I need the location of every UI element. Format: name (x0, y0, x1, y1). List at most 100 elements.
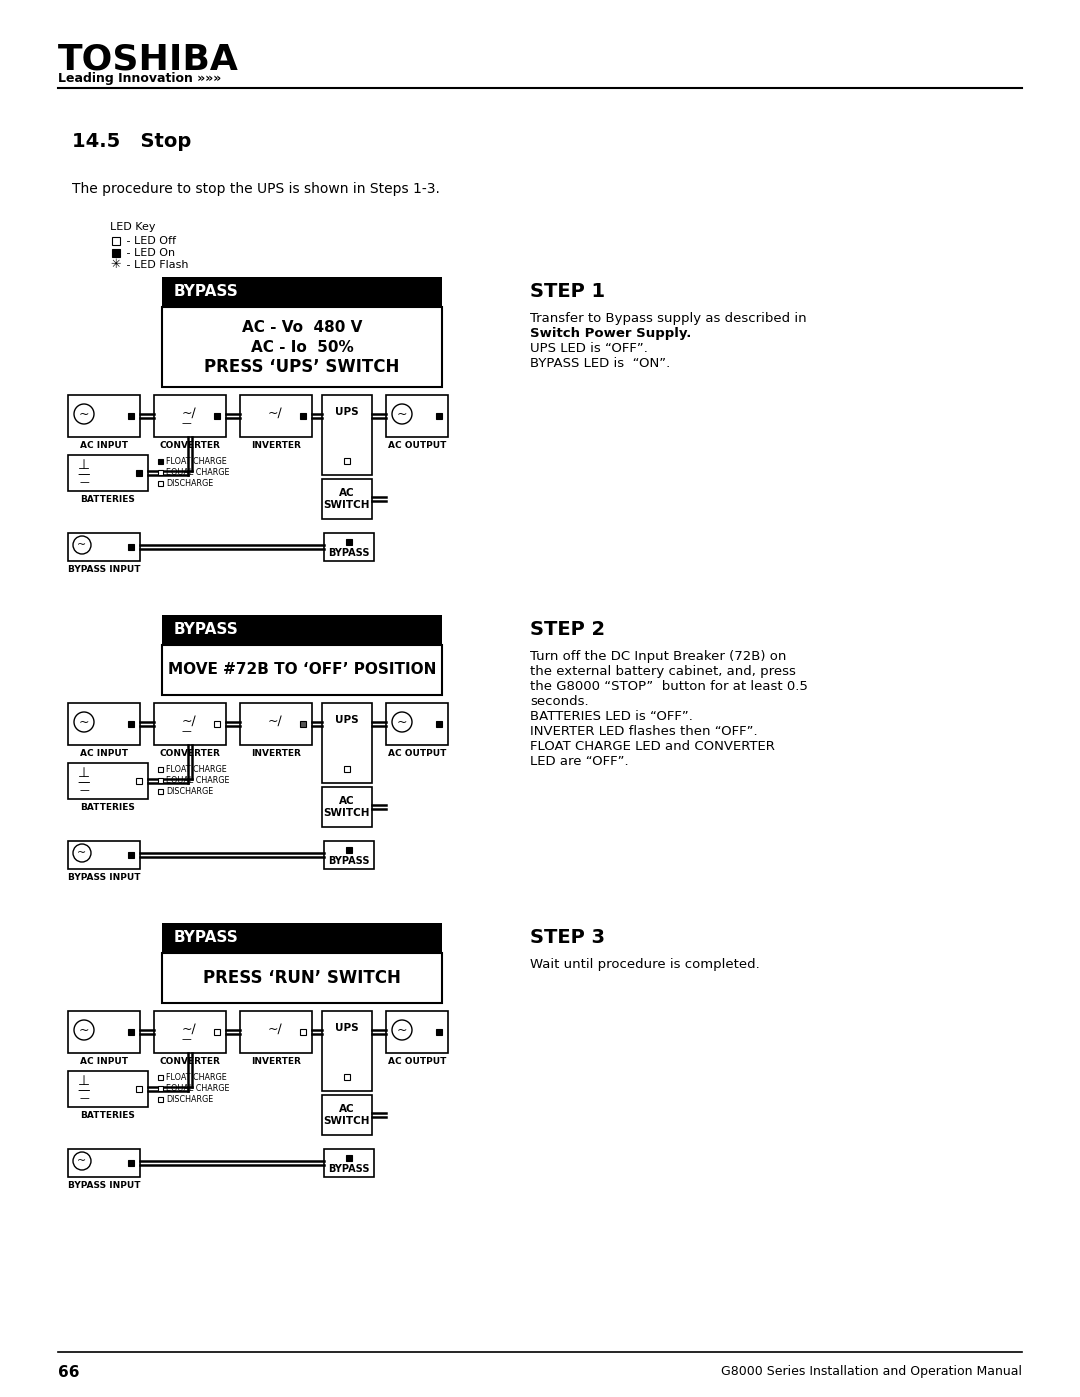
Bar (68, 534, 140, 562)
Text: BATTERIES: BATTERIES (81, 803, 135, 812)
Text: AC OUTPUT: AC OUTPUT (388, 1058, 446, 1066)
Text: ~: ~ (396, 1024, 407, 1037)
Text: ~∕: ~∕ (183, 1023, 197, 1035)
Text: LED Key: LED Key (110, 222, 156, 232)
Bar (158, 1097, 162, 1101)
Text: INVERTER LED flashes then “OFF”.: INVERTER LED flashes then “OFF”. (530, 725, 758, 738)
Bar (158, 767, 162, 771)
Text: BYPASS: BYPASS (174, 623, 239, 637)
Text: ~: ~ (396, 408, 407, 420)
Text: BYPASS LED is  “ON”.: BYPASS LED is “ON”. (530, 358, 671, 370)
Bar (162, 277, 442, 307)
Bar (129, 414, 134, 419)
Bar (240, 395, 312, 437)
Text: FLOAT CHARGE LED and CONVERTER: FLOAT CHARGE LED and CONVERTER (530, 740, 774, 753)
Bar (436, 414, 442, 419)
Text: PRESS ‘UPS’ SWITCH: PRESS ‘UPS’ SWITCH (204, 358, 400, 376)
Text: BYPASS: BYPASS (174, 930, 239, 946)
Text: ~∕: ~∕ (268, 1023, 283, 1035)
Text: ~: ~ (79, 1024, 90, 1037)
Text: 14.5   Stop: 14.5 Stop (72, 131, 191, 151)
Text: UPS LED is “OFF”.: UPS LED is “OFF”. (530, 342, 648, 355)
Bar (154, 395, 226, 437)
Bar (112, 249, 120, 257)
Bar (346, 847, 352, 854)
Text: UPS: UPS (335, 407, 359, 416)
Text: CONVERTER: CONVERTER (160, 1058, 220, 1066)
Text: UPS: UPS (335, 715, 359, 725)
Bar (324, 1148, 374, 1178)
Bar (162, 953, 442, 1003)
Text: EQUAL CHARGE: EQUAL CHARGE (166, 468, 229, 476)
Text: AC INPUT: AC INPUT (80, 441, 129, 450)
Text: BYPASS INPUT: BYPASS INPUT (68, 564, 140, 574)
Text: ~∕: ~∕ (268, 714, 283, 728)
Text: PRESS ‘RUN’ SWITCH: PRESS ‘RUN’ SWITCH (203, 970, 401, 988)
Bar (129, 1030, 134, 1035)
Text: EQUAL CHARGE: EQUAL CHARGE (166, 775, 229, 785)
Text: INVERTER: INVERTER (251, 749, 301, 759)
Text: —: — (78, 468, 91, 482)
Text: —: — (183, 1034, 192, 1044)
Bar (68, 1011, 140, 1053)
Text: LED are “OFF”.: LED are “OFF”. (530, 754, 629, 768)
Bar (240, 703, 312, 745)
Bar (436, 1030, 442, 1035)
Bar (158, 469, 162, 475)
Text: —: — (78, 777, 91, 789)
Bar (136, 1085, 141, 1092)
Bar (162, 615, 442, 645)
Text: —: — (183, 418, 192, 427)
Text: CONVERTER: CONVERTER (160, 749, 220, 759)
Bar (158, 778, 162, 782)
Bar (214, 1030, 220, 1035)
Text: AC: AC (339, 796, 355, 806)
Bar (386, 395, 448, 437)
Text: The procedure to stop the UPS is shown in Steps 1-3.: The procedure to stop the UPS is shown i… (72, 182, 440, 196)
Text: DISCHARGE: DISCHARGE (166, 1094, 213, 1104)
Text: seconds.: seconds. (530, 694, 589, 708)
Text: ~∕: ~∕ (183, 714, 197, 728)
Text: INVERTER: INVERTER (251, 441, 301, 450)
Text: ~: ~ (396, 715, 407, 728)
Text: SWITCH: SWITCH (324, 1116, 370, 1126)
Text: FLOAT CHARGE: FLOAT CHARGE (166, 1073, 227, 1081)
Bar (322, 395, 372, 475)
Text: SWITCH: SWITCH (324, 807, 370, 819)
Bar (112, 237, 120, 244)
Bar (300, 414, 306, 419)
Text: - LED Flash: - LED Flash (123, 260, 189, 270)
Bar (158, 458, 162, 464)
Bar (436, 721, 442, 726)
Bar (68, 455, 148, 490)
Text: Wait until procedure is completed.: Wait until procedure is completed. (530, 958, 759, 971)
Text: - LED Off: - LED Off (123, 236, 176, 246)
Bar (129, 721, 134, 726)
Text: DISCHARGE: DISCHARGE (166, 479, 213, 488)
Bar (386, 703, 448, 745)
Bar (136, 778, 141, 784)
Bar (68, 703, 140, 745)
Text: ~: ~ (79, 408, 90, 420)
Text: ~: ~ (79, 715, 90, 728)
Text: —: — (79, 476, 89, 488)
Text: STEP 3: STEP 3 (530, 928, 605, 947)
Bar (345, 458, 350, 464)
Bar (68, 395, 140, 437)
Text: AC: AC (339, 488, 355, 497)
Text: —: — (78, 1084, 91, 1098)
Bar (322, 479, 372, 520)
Text: ⊥: ⊥ (78, 766, 90, 780)
Text: BYPASS: BYPASS (174, 285, 239, 299)
Text: ~: ~ (78, 1155, 86, 1166)
Bar (158, 481, 162, 486)
Text: AC - Io  50%: AC - Io 50% (251, 339, 353, 355)
Bar (300, 721, 306, 726)
Bar (324, 534, 374, 562)
Bar (158, 1074, 162, 1080)
Text: Switch Power Supply.: Switch Power Supply. (530, 327, 691, 339)
Text: FLOAT CHARGE: FLOAT CHARGE (166, 457, 227, 465)
Text: BYPASS: BYPASS (328, 1164, 369, 1173)
Text: CONVERTER: CONVERTER (160, 441, 220, 450)
Text: ⊥: ⊥ (78, 458, 90, 472)
